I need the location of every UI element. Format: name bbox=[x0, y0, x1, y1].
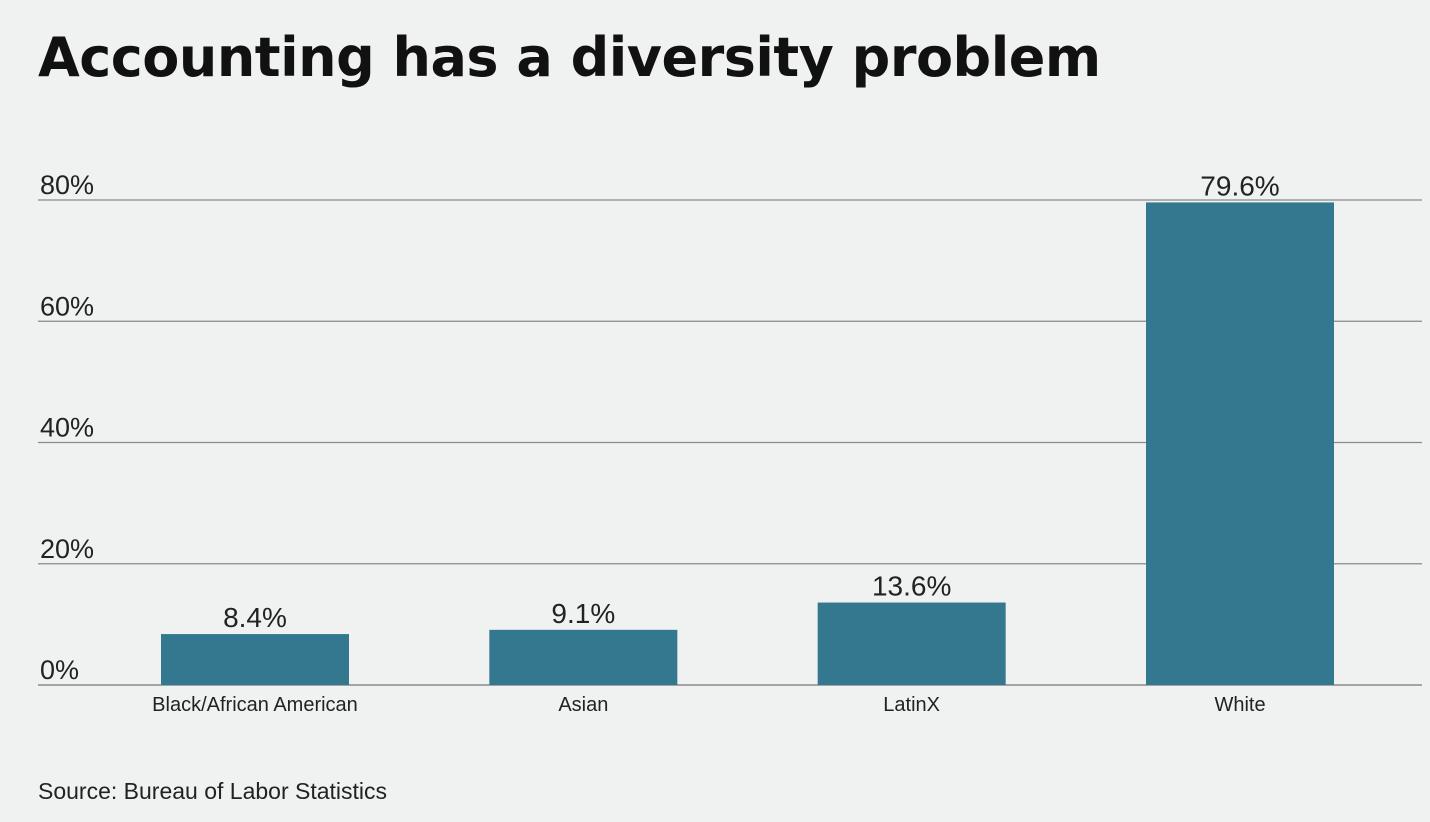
bar bbox=[161, 634, 349, 685]
y-tick-label: 80% bbox=[40, 170, 94, 200]
chart-title: Accounting has a diversity problem bbox=[38, 26, 1101, 89]
data-label: 9.1% bbox=[551, 598, 615, 629]
x-category-label: Asian bbox=[558, 694, 608, 716]
bar bbox=[817, 602, 1006, 685]
data-label: 13.6% bbox=[872, 571, 951, 602]
bar bbox=[489, 629, 678, 685]
x-axis-categories: Black/African American Asian LatinX White bbox=[152, 694, 1265, 716]
y-tick-label: 0% bbox=[40, 655, 79, 685]
y-axis-ticks: 0% 20% 40% 60% 80% bbox=[40, 170, 94, 685]
bars bbox=[161, 202, 1334, 686]
y-tick-label: 60% bbox=[40, 291, 94, 321]
data-label: 8.4% bbox=[223, 602, 287, 633]
data-labels: 8.4% 9.1% 13.6% 79.6% bbox=[223, 170, 1280, 633]
x-category-label: LatinX bbox=[883, 694, 940, 716]
y-tick-label: 40% bbox=[40, 413, 94, 443]
data-label: 79.6% bbox=[1200, 170, 1279, 201]
x-category-label: White bbox=[1214, 694, 1265, 716]
y-tick-label: 20% bbox=[40, 534, 94, 564]
source-note: Source: Bureau of Labor Statistics bbox=[38, 778, 388, 804]
x-category-label: Black/African American bbox=[152, 694, 358, 716]
bar bbox=[1146, 202, 1334, 686]
